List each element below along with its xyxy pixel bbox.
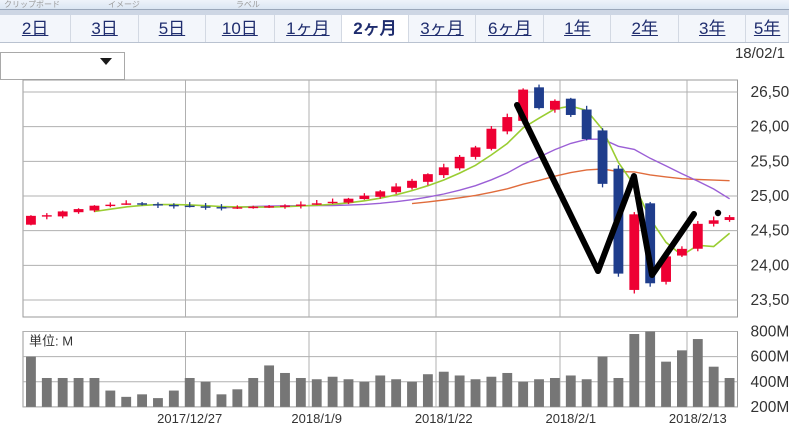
svg-text:26,500: 26,500 xyxy=(751,84,789,101)
svg-text:800M: 800M xyxy=(751,324,789,341)
svg-text:200M: 200M xyxy=(751,399,789,416)
svg-text:25,500: 25,500 xyxy=(751,153,789,170)
svg-text:25,000: 25,000 xyxy=(751,188,789,205)
svg-text:24,000: 24,000 xyxy=(751,257,789,274)
svg-text:24,500: 24,500 xyxy=(751,223,789,240)
svg-text:2017/12/27: 2017/12/27 xyxy=(157,411,222,426)
svg-text:2018/2/13: 2018/2/13 xyxy=(669,411,727,426)
svg-text:2018/2/1: 2018/2/1 xyxy=(545,411,596,426)
svg-text:2018/1/9: 2018/1/9 xyxy=(291,411,342,426)
svg-text:26,000: 26,000 xyxy=(751,119,789,136)
svg-text:400M: 400M xyxy=(751,374,789,391)
svg-text:600M: 600M xyxy=(751,349,789,366)
svg-text:2018/1/22: 2018/1/22 xyxy=(415,411,473,426)
svg-text:単位: M: 単位: M xyxy=(29,334,73,349)
svg-text:23,500: 23,500 xyxy=(751,292,789,309)
